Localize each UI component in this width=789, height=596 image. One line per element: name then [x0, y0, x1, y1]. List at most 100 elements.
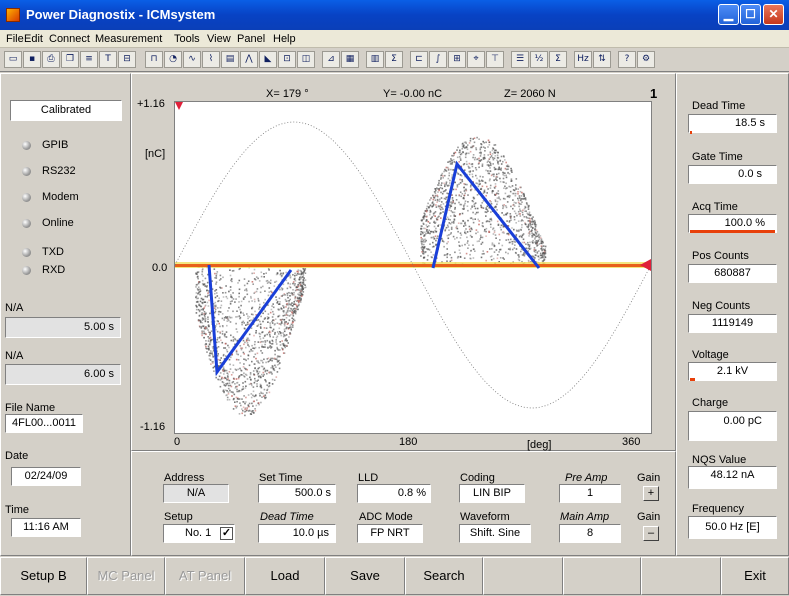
signal-icon[interactable]: ⊏	[410, 51, 428, 68]
pd-pulse-dot	[533, 247, 536, 249]
pd-pulse-dot	[287, 328, 290, 330]
menu-panel[interactable]: Panel	[237, 33, 266, 45]
menu-edit[interactable]: Edit	[24, 33, 43, 45]
pd-pulse-dot	[529, 220, 532, 223]
copy-icon[interactable]: ❐	[61, 51, 79, 68]
updown-icon[interactable]: ⇅	[593, 51, 611, 68]
integral-icon[interactable]: ∫	[429, 51, 447, 68]
pd-pulse-dot	[474, 207, 477, 210]
pd-pulse-dot	[450, 259, 453, 262]
menu-view[interactable]: View	[207, 33, 231, 45]
lines-icon[interactable]: ☰	[511, 51, 529, 68]
frame-icon[interactable]: ◫	[297, 51, 315, 68]
empty-button-2[interactable]	[563, 557, 641, 595]
setup-value[interactable]: No. 1	[163, 524, 235, 543]
help-icon[interactable]: ?	[618, 51, 636, 68]
prpd-plot[interactable]	[174, 101, 652, 434]
empty-button-3[interactable]	[641, 557, 721, 595]
pd-pulse-dot	[497, 223, 500, 226]
marker-icon[interactable]: ⌖	[467, 51, 485, 68]
mc-panel-button[interactable]: MC Panel	[87, 557, 165, 595]
table-icon[interactable]: ▦	[341, 51, 359, 68]
at-panel-button[interactable]: AT Panel	[165, 557, 245, 595]
dead-time-setting-value[interactable]: 10.0 µs	[258, 524, 336, 543]
lld-value[interactable]: 0.8 %	[357, 484, 431, 503]
save-button[interactable]: Save	[325, 557, 405, 595]
grid-icon[interactable]: ⊟	[118, 51, 136, 68]
pd-pulse-dot	[490, 155, 493, 157]
pulse-icon[interactable]: ⊓	[145, 51, 163, 68]
threshold-marker-icon[interactable]	[640, 259, 651, 271]
pd-pulse-dot	[300, 273, 302, 276]
pd-pulse-dot	[283, 352, 286, 354]
pd-pulse-dot	[472, 181, 474, 183]
coding-value[interactable]: LIN BIP	[459, 484, 525, 503]
cursor-icon[interactable]: ⊤	[486, 51, 504, 68]
pd-pulse-dot	[195, 296, 197, 299]
scope-icon[interactable]: ◔	[164, 51, 182, 68]
zoom-icon[interactable]: ⊡	[278, 51, 296, 68]
waveform-value[interactable]: Shift. Sine	[459, 524, 531, 543]
pd-pulse-dot	[222, 369, 224, 372]
sum-icon[interactable]: Σ	[385, 51, 403, 68]
setup-b-button[interactable]: Setup B	[0, 557, 87, 595]
pd-pulse-dot	[481, 241, 484, 244]
pd-pulse-dot	[264, 397, 266, 400]
save-icon[interactable]: ▪	[23, 51, 41, 68]
pd-pulse-dot	[232, 391, 234, 393]
top-marker-icon[interactable]	[175, 102, 183, 110]
maximize-button[interactable]: ☐	[740, 4, 761, 25]
ratio-icon[interactable]: ½	[530, 51, 548, 68]
hz-icon[interactable]: Hz	[574, 51, 592, 68]
text-icon[interactable]: T	[99, 51, 117, 68]
empty-button-1[interactable]	[483, 557, 563, 595]
pd-pulse-dot	[441, 240, 444, 242]
menu-help[interactable]: Help	[273, 33, 296, 45]
pre-amp-value[interactable]: 1	[559, 484, 621, 503]
setup-checkbox[interactable]: ✓	[220, 527, 233, 540]
pattern-icon[interactable]: ⌇	[202, 51, 220, 68]
tools-icon[interactable]: ⚙	[637, 51, 655, 68]
gain-decrease-button[interactable]: –	[643, 526, 659, 541]
mountain-icon[interactable]: ⋀	[240, 51, 258, 68]
bar-icon[interactable]: ▥	[366, 51, 384, 68]
open-icon[interactable]: ▭	[4, 51, 22, 68]
scale-icon[interactable]: ⊞	[448, 51, 466, 68]
minimize-button[interactable]: ▁	[718, 4, 739, 25]
menu-tools[interactable]: Tools	[174, 33, 200, 45]
menu-measurement[interactable]: Measurement	[95, 33, 163, 45]
sigma-icon[interactable]: Σ	[549, 51, 567, 68]
pd-pulse-dot	[474, 167, 477, 169]
pd-pulse-dot	[492, 163, 494, 165]
wave-icon[interactable]: ∿	[183, 51, 201, 68]
histogram-icon[interactable]: ▤	[221, 51, 239, 68]
pd-pulse-dot	[282, 332, 284, 334]
close-button[interactable]: ✕	[763, 4, 784, 25]
pd-pulse-dot	[264, 370, 267, 373]
load-button[interactable]: Load	[245, 557, 325, 595]
pd-pulse-dot	[261, 396, 263, 398]
set-time-value[interactable]: 500.0 s	[258, 484, 336, 503]
chart-icon[interactable]: ⊿	[322, 51, 340, 68]
menu-file[interactable]: File	[6, 33, 24, 45]
search-button[interactable]: Search	[405, 557, 483, 595]
pd-pulse-dot	[201, 269, 204, 271]
main-amp-value[interactable]: 8	[559, 524, 621, 543]
pd-pulse-dot	[281, 289, 283, 291]
pd-pulse-dot	[531, 241, 533, 243]
pd-pulse-dot	[509, 216, 512, 219]
exit-button[interactable]: Exit	[721, 557, 789, 595]
menu-connect[interactable]: Connect	[49, 33, 90, 45]
pd-pulse-dot	[247, 344, 249, 346]
ramp-icon[interactable]: ◣	[259, 51, 277, 68]
pd-pulse-dot	[451, 161, 453, 164]
pd-pulse-dot	[506, 212, 509, 214]
adc-mode-value[interactable]: FP NRT	[357, 524, 423, 543]
gain-increase-button[interactable]: +	[643, 486, 659, 501]
pd-pulse-dot	[512, 207, 514, 210]
pd-pulse-dot	[525, 210, 527, 212]
list-icon[interactable]: ≡	[80, 51, 98, 68]
pd-pulse-dot	[271, 373, 273, 375]
print-icon[interactable]: ⎙	[42, 51, 60, 68]
pd-pulse-dot	[212, 362, 214, 364]
